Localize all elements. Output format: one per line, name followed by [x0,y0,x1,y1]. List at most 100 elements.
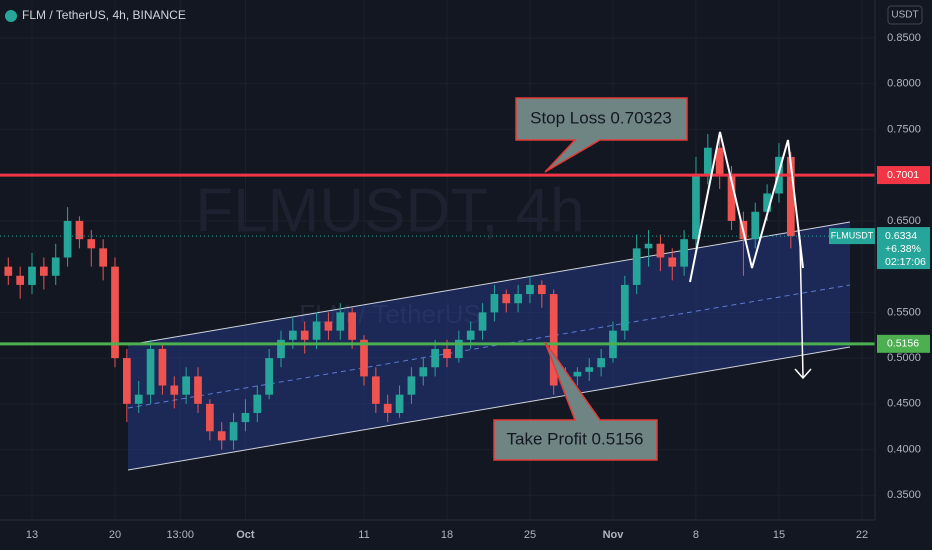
callout-stop-text: Stop Loss 0.70323 [530,108,672,127]
change-label: +6.38% [885,243,921,255]
x-tick-label: 20 [109,529,121,541]
callout-stop [515,97,688,173]
last-price-label: 0.6334 [885,230,917,242]
candle-body [194,376,202,404]
y-tick-label: 0.6500 [887,215,921,227]
candle-body [336,312,345,331]
candle-body [478,312,487,331]
candle-body [656,243,665,258]
last-price-bg [877,227,930,270]
candle-body [680,239,688,267]
candle-body [300,330,309,340]
candle-body [75,220,84,240]
countdown: 02:17:06 [885,256,926,268]
price-axis-panel [875,0,932,550]
y-tick-label: 0.8500 [887,32,921,44]
y-tick-label: 0.8000 [887,78,921,90]
x-tick-label: Nov [603,529,625,541]
candle-body [360,339,368,377]
candle-body [454,339,463,359]
candle-body [644,243,653,249]
x-tick-label: 13:00 [166,529,194,541]
candle-body [229,422,238,441]
candle-body [16,275,25,285]
candle-body [99,248,108,267]
candle-body [383,403,392,413]
candle-body [265,358,273,395]
symbol-icon [5,10,17,22]
candle-body [206,403,214,432]
candle-body [134,394,143,404]
symbol-tag-bg [829,228,875,245]
candle-body [763,193,771,212]
y-tick-label: 0.7500 [887,123,921,135]
candle-body [632,248,641,285]
y-tick-label: 0.4500 [887,398,921,410]
pattern-line [689,131,804,283]
callout-take-text: Take Profit 0.5156 [506,429,643,448]
candle-body [170,385,179,395]
candle-body [597,358,605,368]
level-label: 0.7001 [887,169,919,181]
candle-body [51,257,60,276]
y-tick-label: 0.4000 [887,443,921,455]
candle-body [4,266,13,276]
x-tick-label: 8 [693,529,699,541]
candle-body [502,294,511,304]
candle-body [288,330,297,340]
symbol-tag: FLMUSDT [831,230,874,240]
x-tick-label: 13 [26,529,38,541]
candle-body [703,147,712,176]
watermark: FLMUSDT, 4h [195,176,584,245]
chart-title: FLM / TetherUS, 4h, BINANCE [22,8,186,22]
candle-body [407,376,416,395]
x-tick-label: 22 [856,529,868,541]
candle-body [348,312,356,340]
candle-body [537,284,546,295]
candle-body [715,147,724,176]
candle-body [40,266,48,276]
candle-body [28,266,36,285]
callout-take [493,341,658,461]
y-tick-label: 0.5000 [887,352,921,364]
currency-box[interactable] [887,5,923,25]
time-axis-panel [0,520,932,550]
y-tick-label: 0.3500 [887,489,921,501]
candle-body [63,220,72,258]
candle-body [727,175,736,221]
candle-body [123,358,131,404]
candle-body [549,294,558,386]
arrow-head [794,368,812,380]
x-tick-label: 25 [524,529,536,541]
candle-body [573,371,582,377]
candle-body [277,339,285,359]
candle-body [514,294,522,304]
currency[interactable]: USDT [891,10,918,21]
candle-body [312,321,321,340]
candle-body [241,412,250,423]
candle-body [526,284,534,295]
candle-body [786,156,795,237]
candle-body [585,367,594,372]
candle-body [182,376,190,395]
x-tick-label: Oct [236,529,255,541]
x-tick-label: 15 [773,529,785,541]
level-label: 0.5156 [887,338,919,350]
y-tick-label: 0.5500 [887,306,921,318]
channel-fill [128,222,850,470]
candle-body [395,394,404,413]
channel-lower [127,346,851,471]
level-label-bg [877,166,930,185]
candle-body [751,211,760,240]
candle-body [668,257,677,267]
candle-body [431,348,439,368]
arrow-shaft [799,239,804,378]
level-label-bg [877,334,930,353]
candle-body [620,284,629,331]
x-tick-label: 11 [358,529,369,541]
candle-body [253,394,262,413]
candle-body [158,348,167,386]
candle-body [371,376,380,404]
